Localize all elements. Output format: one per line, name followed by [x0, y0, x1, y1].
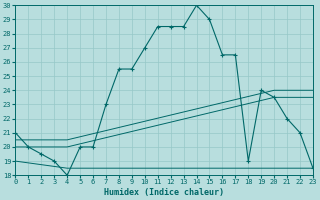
X-axis label: Humidex (Indice chaleur): Humidex (Indice chaleur): [104, 188, 224, 197]
